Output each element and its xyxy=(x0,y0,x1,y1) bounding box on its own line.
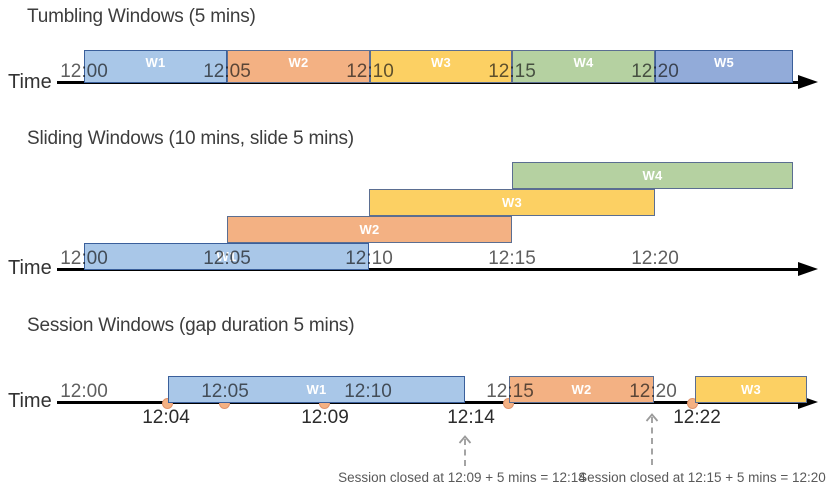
session-tick-12-15: 12:15 xyxy=(486,381,534,402)
session-event-label-12-22: 12:22 xyxy=(673,407,721,428)
window-label: W3 xyxy=(430,55,452,70)
window-label: W1 xyxy=(306,382,327,397)
session-event-label-12-04: 12:04 xyxy=(142,407,190,428)
sliding-window-w4: W4 xyxy=(512,162,793,189)
window-label: W4 xyxy=(642,168,663,183)
sliding-window-w1: W1 xyxy=(84,243,369,270)
session-close-arrow-icon xyxy=(645,413,659,466)
sliding-tick-12-15: 12:15 xyxy=(488,248,536,269)
tumbling-window-w5: W5 xyxy=(655,50,793,83)
sliding-title: Sliding Windows (10 mins, slide 5 mins) xyxy=(27,128,354,149)
session-time-axis-label: Time xyxy=(8,390,52,412)
sliding-tick-12-05: 12:05 xyxy=(203,248,251,269)
window-label: W1 xyxy=(216,249,237,264)
sliding-tick-12-00: 12:00 xyxy=(60,248,108,269)
tumbling-window-w4: W4 xyxy=(512,50,655,83)
tumbling-tick-12-00: 12:00 xyxy=(60,61,108,82)
sliding-window-w3: W3 xyxy=(369,189,655,216)
sliding-window-w2: W2 xyxy=(227,216,512,243)
session-event-label-12-14: 12:14 xyxy=(447,407,495,428)
window-label: W3 xyxy=(501,195,523,210)
window-label: W3 xyxy=(740,382,762,397)
window-label: W4 xyxy=(573,55,594,70)
session-window-w3: W3 xyxy=(695,376,807,403)
window-label: W1 xyxy=(145,55,166,70)
session-tick-12-10: 12:10 xyxy=(344,381,392,402)
window-label: W2 xyxy=(288,55,309,70)
tumbling-tick-12-05: 12:05 xyxy=(203,61,251,82)
tumbling-tick-12-20: 12:20 xyxy=(631,61,679,82)
tumbling-window-w3: W3 xyxy=(370,50,512,83)
session-window-w1: W1 xyxy=(168,376,465,403)
window-label: W2 xyxy=(359,222,380,237)
sliding-tick-12-10: 12:10 xyxy=(345,248,393,269)
sliding-axis-arrowhead-icon xyxy=(798,262,818,276)
tumbling-time-axis-label: Time xyxy=(8,71,52,93)
session-close-annotation-1: Session closed at 12:09 + 5 mins = 12:14 xyxy=(338,470,586,485)
window-label: W5 xyxy=(713,55,735,70)
window-label: W2 xyxy=(571,382,592,397)
session-tick-12-00: 12:00 xyxy=(60,381,108,402)
session-tick-12-05: 12:05 xyxy=(201,381,249,402)
tumbling-title: Tumbling Windows (5 mins) xyxy=(27,6,256,27)
sliding-tick-12-20: 12:20 xyxy=(631,248,679,269)
tumbling-window-w2: W2 xyxy=(227,50,370,83)
tumbling-tick-12-10: 12:10 xyxy=(346,61,394,82)
session-window-w2: W2 xyxy=(509,376,654,403)
event-dot xyxy=(687,398,698,409)
session-close-annotation-2: Session closed at 12:15 + 5 mins = 12:20 xyxy=(578,470,826,485)
sliding-time-axis-line xyxy=(57,268,800,271)
tumbling-window-w1: W1 xyxy=(84,50,227,83)
event-dot xyxy=(503,398,514,409)
event-dot xyxy=(162,398,173,409)
tumbling-tick-12-15: 12:15 xyxy=(488,61,536,82)
session-close-arrow-icon xyxy=(458,435,472,466)
tumbling-axis-arrowhead-icon xyxy=(798,75,818,89)
session-event-label-12-09: 12:09 xyxy=(301,407,349,428)
session-title: Session Windows (gap duration 5 mins) xyxy=(27,315,355,336)
session-tick-12-20: 12:20 xyxy=(629,381,677,402)
sliding-time-axis-label: Time xyxy=(8,257,52,279)
